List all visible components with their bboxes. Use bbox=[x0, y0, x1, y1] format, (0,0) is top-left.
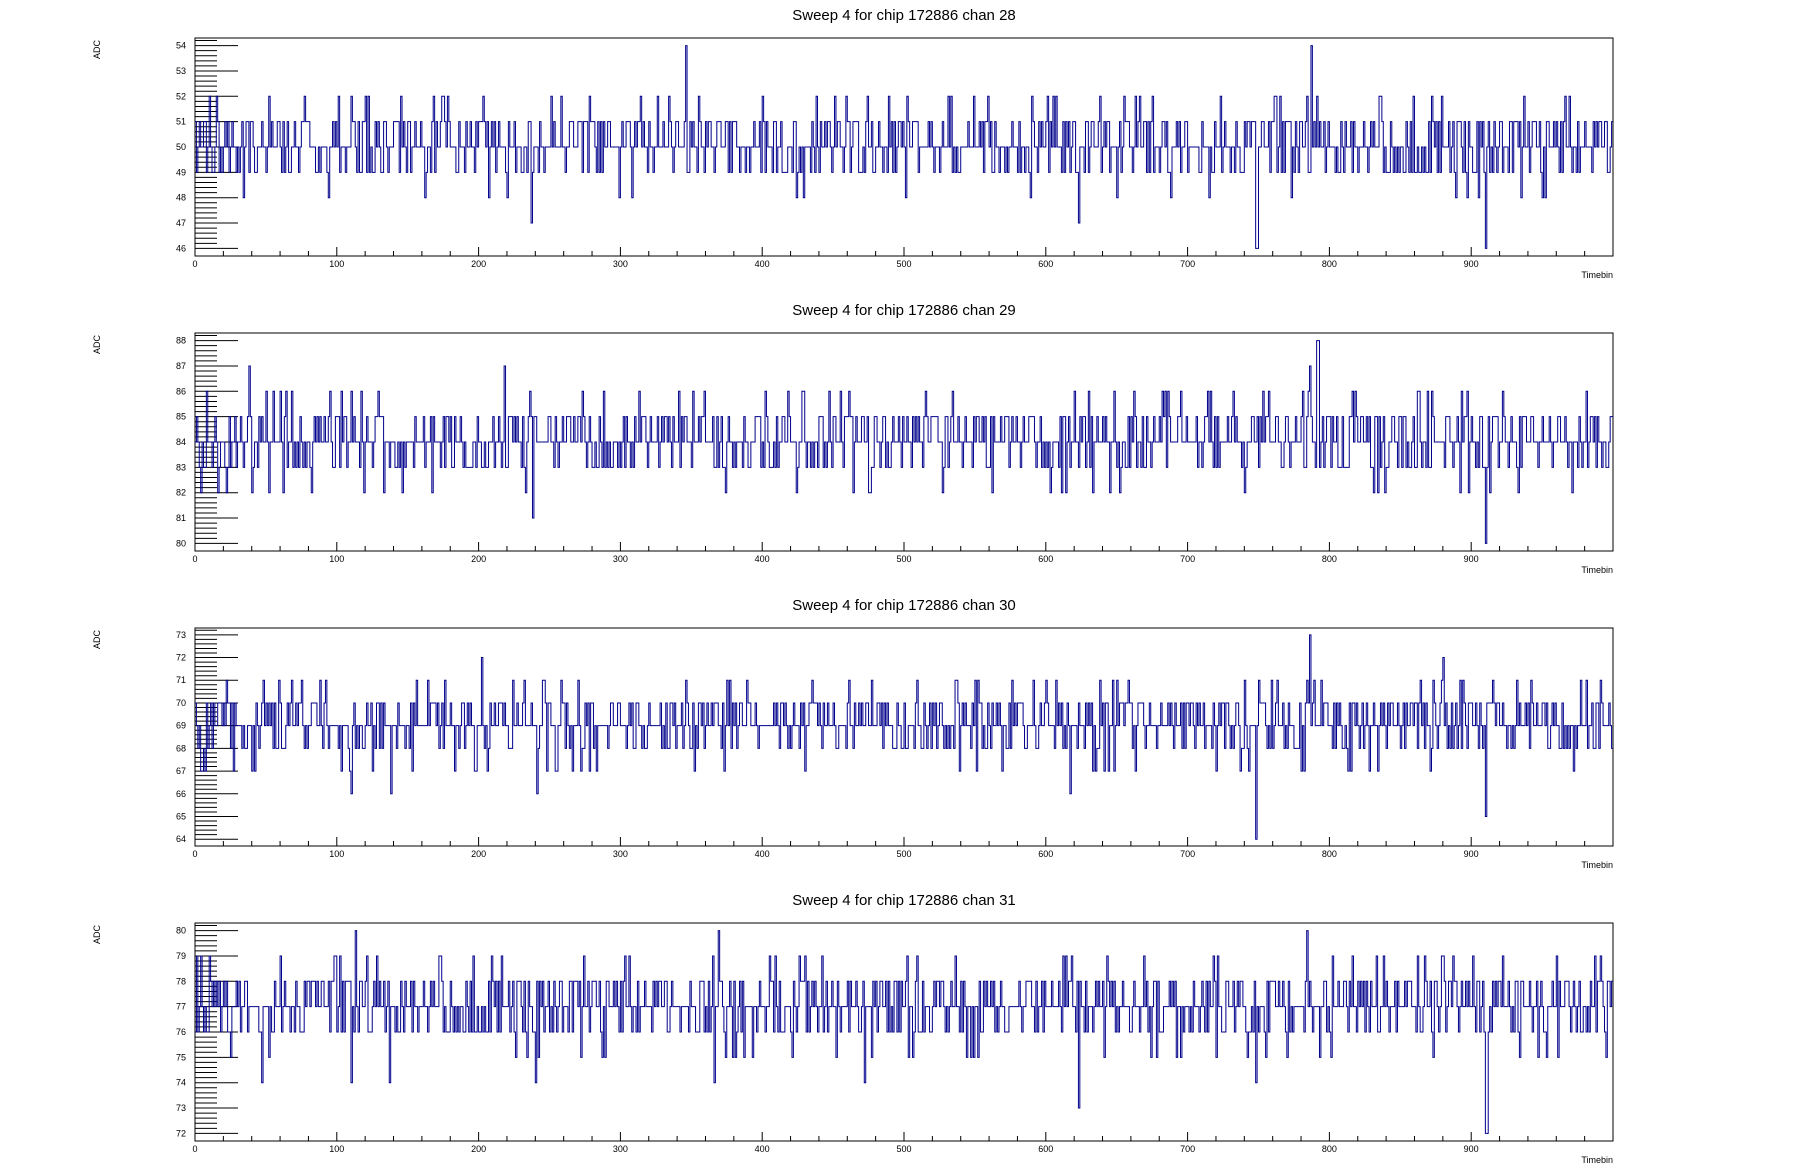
x-tick-label: 0 bbox=[192, 1144, 197, 1154]
y-tick-label: 71 bbox=[176, 675, 186, 685]
y-tick-label: 52 bbox=[176, 91, 186, 101]
y-tick-label: 66 bbox=[176, 789, 186, 799]
x-tick-label: 900 bbox=[1464, 259, 1479, 269]
x-tick-label: 500 bbox=[896, 259, 911, 269]
x-tick-label: 400 bbox=[755, 259, 770, 269]
y-tick-label: 74 bbox=[176, 1078, 186, 1088]
panel-2: Sweep 4 for chip 172886 chan 30 ADC Timebi… bbox=[92, 597, 1614, 870]
x-tick-label: 600 bbox=[1038, 554, 1053, 564]
y-tick-label: 46 bbox=[176, 243, 186, 253]
x-axis-label: Timebin bbox=[1581, 565, 1613, 575]
x-tick-label: 600 bbox=[1038, 259, 1053, 269]
x-tick-label: 400 bbox=[755, 849, 770, 859]
y-tick-label: 76 bbox=[176, 1027, 186, 1037]
y-tick-label: 83 bbox=[176, 462, 186, 472]
x-tick-label: 200 bbox=[471, 259, 486, 269]
x-tick-label: 600 bbox=[1038, 849, 1053, 859]
y-tick-label: 79 bbox=[176, 951, 186, 961]
series-line bbox=[195, 340, 1613, 544]
x-tick-label: 700 bbox=[1180, 259, 1195, 269]
y-axis-label: ADC bbox=[92, 40, 102, 60]
x-tick-label: 100 bbox=[329, 554, 344, 564]
x-tick-label: 500 bbox=[896, 554, 911, 564]
y-tick-label: 70 bbox=[176, 698, 186, 708]
y-tick-label: 69 bbox=[176, 721, 186, 731]
x-tick-label: 200 bbox=[471, 849, 486, 859]
x-tick-label: 400 bbox=[755, 1144, 770, 1154]
y-tick-label: 78 bbox=[176, 976, 186, 986]
y-tick-label: 85 bbox=[176, 412, 186, 422]
y-tick-label: 54 bbox=[176, 41, 186, 51]
x-tick-label: 700 bbox=[1180, 849, 1195, 859]
y-tick-label: 77 bbox=[176, 1002, 186, 1012]
y-tick-label: 64 bbox=[176, 834, 186, 844]
y-tick-label: 73 bbox=[176, 630, 186, 640]
plot-frame bbox=[194, 922, 1614, 1142]
x-tick-label: 500 bbox=[896, 1144, 911, 1154]
y-tick-label: 73 bbox=[176, 1103, 186, 1113]
y-tick-label: 81 bbox=[176, 513, 186, 523]
x-axis-label: Timebin bbox=[1581, 860, 1613, 870]
y-tick-label: 72 bbox=[176, 1128, 186, 1138]
x-tick-label: 700 bbox=[1180, 1144, 1195, 1154]
series-line bbox=[195, 930, 1613, 1134]
x-axis-label: Timebin bbox=[1581, 1155, 1613, 1165]
x-tick-label: 300 bbox=[613, 849, 628, 859]
x-tick-label: 0 bbox=[192, 554, 197, 564]
x-tick-label: 0 bbox=[192, 849, 197, 859]
y-tick-label: 88 bbox=[176, 336, 186, 346]
x-tick-label: 800 bbox=[1322, 849, 1337, 859]
x-tick-label: 200 bbox=[471, 1144, 486, 1154]
x-tick-label: 0 bbox=[192, 259, 197, 269]
y-tick-label: 86 bbox=[176, 386, 186, 396]
x-tick-label: 100 bbox=[329, 259, 344, 269]
y-tick-label: 48 bbox=[176, 193, 186, 203]
y-axis-label: ADC bbox=[92, 630, 102, 650]
y-axis-label: ADC bbox=[92, 925, 102, 945]
x-tick-label: 100 bbox=[329, 1144, 344, 1154]
y-tick-label: 67 bbox=[176, 766, 186, 776]
y-tick-label: 53 bbox=[176, 66, 186, 76]
y-tick-label: 68 bbox=[176, 743, 186, 753]
chart-title: Sweep 4 for chip 172886 chan 31 bbox=[792, 892, 1016, 909]
y-tick-label: 47 bbox=[176, 218, 186, 228]
y-tick-label: 72 bbox=[176, 653, 186, 663]
series-line bbox=[195, 634, 1613, 840]
y-tick-label: 80 bbox=[176, 538, 186, 548]
series-line bbox=[195, 45, 1613, 249]
y-tick-label: 84 bbox=[176, 437, 186, 447]
panel-3: Sweep 4 for chip 172886 chan 31 ADC Timebi… bbox=[92, 892, 1614, 1165]
y-tick-label: 49 bbox=[176, 167, 186, 177]
panel-1: Sweep 4 for chip 172886 chan 29 ADC Timebi… bbox=[92, 302, 1614, 575]
x-tick-label: 500 bbox=[896, 849, 911, 859]
x-tick-label: 600 bbox=[1038, 1144, 1053, 1154]
y-tick-label: 75 bbox=[176, 1052, 186, 1062]
y-tick-label: 82 bbox=[176, 488, 186, 498]
panel-0: Sweep 4 for chip 172886 chan 28 ADC Timebi… bbox=[92, 7, 1614, 280]
x-tick-label: 800 bbox=[1322, 554, 1337, 564]
y-axis-label: ADC bbox=[92, 335, 102, 355]
y-tick-label: 51 bbox=[176, 117, 186, 127]
y-tick-label: 65 bbox=[176, 811, 186, 821]
x-tick-label: 300 bbox=[613, 554, 628, 564]
x-tick-label: 900 bbox=[1464, 1144, 1479, 1154]
chart-title: Sweep 4 for chip 172886 chan 29 bbox=[792, 302, 1016, 319]
chart-title: Sweep 4 for chip 172886 chan 30 bbox=[792, 597, 1016, 614]
chart-title: Sweep 4 for chip 172886 chan 28 bbox=[792, 7, 1016, 24]
x-tick-label: 200 bbox=[471, 554, 486, 564]
x-axis-label: Timebin bbox=[1581, 270, 1613, 280]
x-tick-label: 800 bbox=[1322, 259, 1337, 269]
x-tick-label: 100 bbox=[329, 849, 344, 859]
y-tick-label: 80 bbox=[176, 926, 186, 936]
x-tick-label: 800 bbox=[1322, 1144, 1337, 1154]
x-tick-label: 300 bbox=[613, 1144, 628, 1154]
x-tick-label: 900 bbox=[1464, 849, 1479, 859]
y-tick-label: 87 bbox=[176, 361, 186, 371]
x-tick-label: 700 bbox=[1180, 554, 1195, 564]
x-tick-label: 300 bbox=[613, 259, 628, 269]
x-tick-label: 900 bbox=[1464, 554, 1479, 564]
y-tick-label: 50 bbox=[176, 142, 186, 152]
x-tick-label: 400 bbox=[755, 554, 770, 564]
